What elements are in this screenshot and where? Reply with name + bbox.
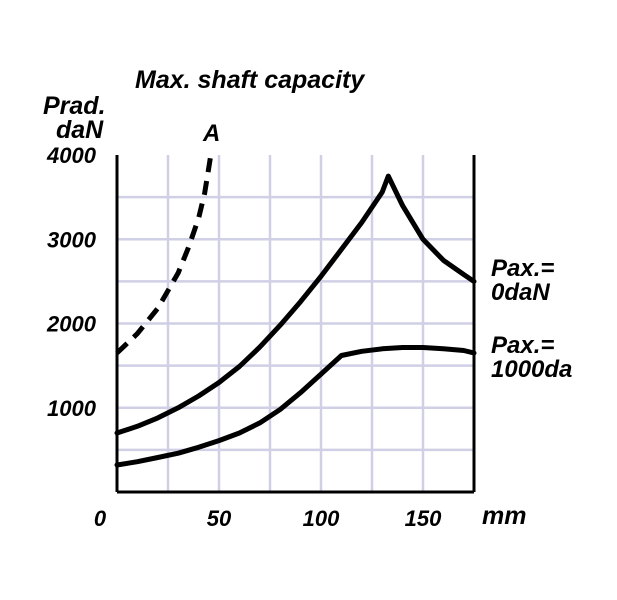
series-line-3: [115, 154, 214, 355]
series-label-1: 0daN: [491, 279, 550, 306]
series-line-2: [114, 345, 477, 468]
chart-title: Max. shaft capacity: [135, 66, 365, 94]
y-axis-title-line-2: daN: [56, 116, 104, 144]
tick-labels: 1000 2000 3000 4000 0 50 100 150: [46, 143, 442, 531]
series-line-1: [114, 173, 477, 436]
y-tick-label: 3000: [47, 227, 97, 252]
x-tick-label: 50: [207, 506, 232, 531]
x-tick-label: 0: [94, 506, 107, 531]
series-label-2: Pax.=: [491, 332, 554, 359]
x-tick-label: 100: [303, 506, 340, 531]
y-tick-label: 1000: [47, 396, 97, 421]
series-label-3: A: [202, 120, 220, 147]
y-axis-title-line-1: Prad.: [43, 92, 106, 120]
y-tick-label: 2000: [46, 312, 97, 337]
series-label-1: Pax.=: [491, 255, 554, 282]
x-axis-title: mm: [482, 502, 526, 530]
x-tick-label: 150: [405, 506, 442, 531]
series-lines: [114, 154, 477, 468]
y-tick-label: 4000: [46, 143, 97, 168]
series-label-2: 1000da: [491, 356, 572, 383]
grid: [115, 155, 476, 494]
